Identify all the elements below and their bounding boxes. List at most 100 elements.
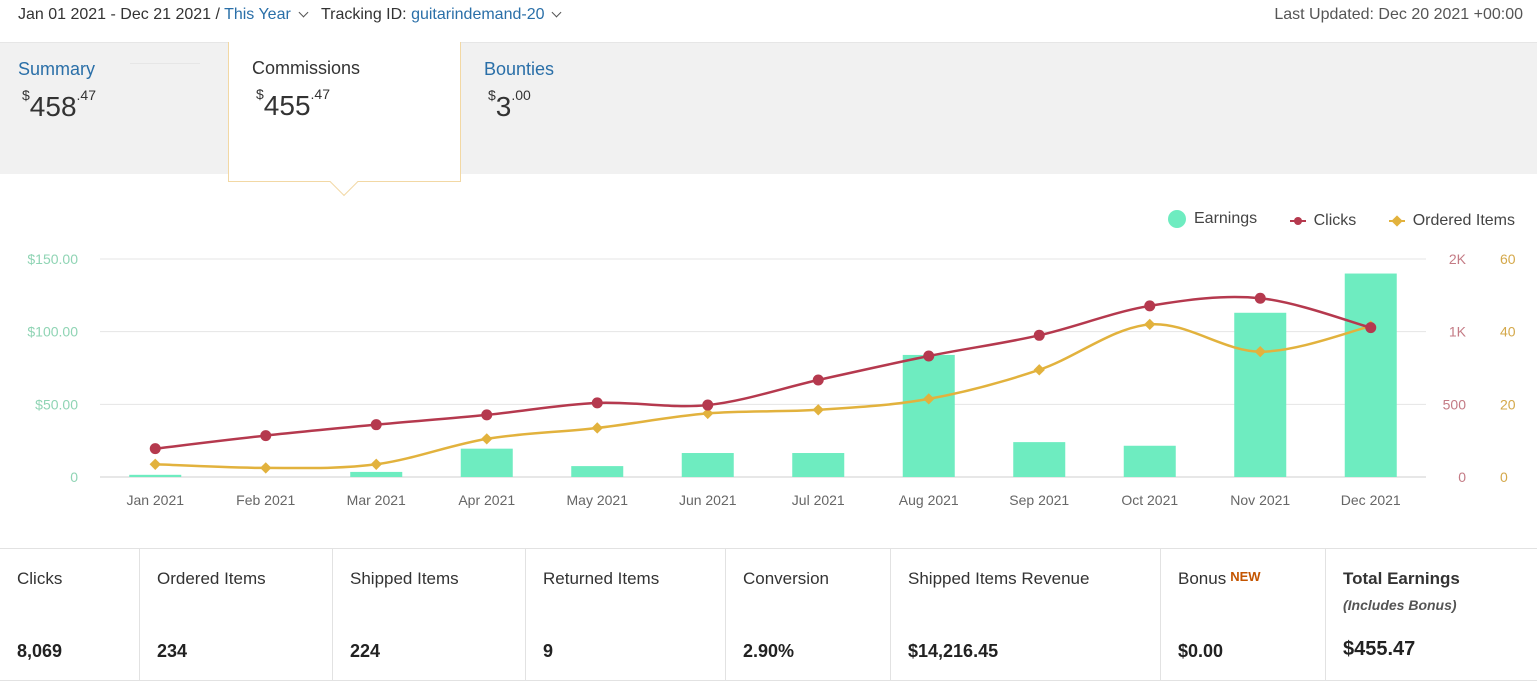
clicks-point — [260, 430, 272, 442]
stat-revenue-label: Shipped Items Revenue — [908, 569, 1089, 589]
stat-label-text: Clicks — [17, 569, 63, 588]
stat-shipped-value: 224 — [350, 641, 381, 661]
stat-conversion-value: 2.90% — [743, 641, 795, 661]
chevron-down-icon[interactable] — [552, 7, 562, 18]
currency-symbol: $ — [22, 87, 30, 103]
x-axis-tick-label: Mar 2021 — [347, 492, 406, 508]
x-axis-tick-label: Jun 2021 — [679, 492, 737, 508]
x-axis-tick-label: Feb 2021 — [236, 492, 295, 508]
earnings-bar — [902, 354, 955, 477]
ordered-items-point — [591, 422, 603, 434]
stat-ordered-value: 234 — [157, 641, 188, 661]
earnings-bar — [571, 466, 624, 477]
ordered-items-line — [155, 323, 1372, 470]
stat-label-text: Total Earnings — [1343, 569, 1460, 588]
amount-cents: .47 — [310, 86, 330, 102]
tab-bounties[interactable]: Bounties $3.00 — [466, 43, 686, 175]
stat-total-sublabel: (Includes Bonus) — [1343, 597, 1457, 613]
tracking-id-selector[interactable]: guitarindemand-20 — [411, 6, 545, 23]
clicks-axis-tick-label: 2K — [1449, 251, 1467, 267]
clicks-point — [1144, 300, 1156, 312]
stats-row: Clicks 8,069 Ordered Items 234 Shipped Items… — [0, 548, 1537, 681]
tab-commissions-label[interactable]: Commissions — [252, 58, 361, 78]
earnings-bar — [1344, 273, 1397, 477]
stat-label-text: Bonus — [1178, 569, 1227, 588]
stat-bonus-label: Bonus NEW — [1178, 569, 1261, 589]
stat-label-text: Ordered Items — [157, 569, 266, 588]
legend-ordered-swatch — [1388, 214, 1405, 228]
stat-label-text: Conversion — [743, 569, 829, 588]
legend-earnings[interactable]: Earnings — [1168, 210, 1257, 228]
stat-label-text: Shipped Items Revenue — [908, 569, 1090, 588]
new-badge: NEW — [1230, 569, 1261, 584]
clicks-axis-tick-label: 0 — [1458, 469, 1466, 485]
amount-whole: 3 — [495, 91, 512, 122]
amount-whole: 458 — [29, 91, 77, 122]
stat-shipped: Shipped Items 224 — [333, 549, 526, 680]
ordered-axis-tick-label: 0 — [1500, 469, 1508, 485]
stat-ordered: Ordered Items 234 — [140, 549, 333, 680]
stat-revenue: Shipped Items Revenue $14,216.45 — [891, 549, 1161, 680]
earnings-bar — [792, 453, 845, 477]
legend-ordered-items[interactable]: Ordered Items — [1388, 212, 1515, 230]
stat-total-value: $455.47 — [1343, 638, 1416, 660]
clicks-point — [1365, 322, 1377, 334]
earnings-bar — [681, 453, 734, 477]
amount-whole: 455 — [263, 90, 311, 121]
stat-bonus: Bonus NEW $0.00 — [1161, 549, 1326, 680]
earnings-bar — [1013, 442, 1066, 477]
clicks-point — [702, 399, 714, 411]
currency-symbol: $ — [488, 87, 496, 103]
stat-total-label: Total Earnings — [1343, 569, 1460, 589]
tab-commissions[interactable]: Commissions $455.47 — [228, 42, 461, 197]
clicks-point — [149, 443, 161, 455]
stat-ordered-label: Ordered Items — [157, 569, 266, 589]
legend-clicks[interactable]: Clicks — [1289, 212, 1357, 230]
summary-amount: $458.47 — [22, 87, 96, 123]
ordered-items-point — [481, 433, 493, 445]
stat-conversion-label: Conversion — [743, 569, 829, 589]
filter-bar: Jan 01 2021 - Dec 21 2021 / This Year Tr… — [18, 6, 570, 24]
ordered-items-point — [260, 462, 272, 474]
stat-revenue-value: $14,216.45 — [908, 641, 999, 661]
clicks-point — [591, 397, 603, 409]
tracking-id-label: Tracking ID: — [320, 6, 407, 23]
ordered-items-point — [812, 404, 824, 416]
chevron-down-icon[interactable] — [298, 7, 309, 18]
left-axis-tick-label: $150.00 — [27, 251, 78, 267]
clicks-point — [923, 350, 935, 362]
tab-summary-label[interactable]: Summary — [18, 59, 96, 79]
period-selector[interactable]: This Year — [224, 6, 291, 23]
x-axis-tick-label: Nov 2021 — [1230, 492, 1290, 508]
tab-divider — [130, 63, 200, 64]
clicks-point — [1254, 292, 1266, 304]
stat-label-text: Returned Items — [543, 569, 660, 588]
stat-clicks: Clicks 8,069 — [0, 549, 140, 680]
stat-returned-label: Returned Items — [543, 569, 659, 589]
amount-cents: .00 — [511, 87, 531, 103]
legend-earnings-swatch — [1168, 210, 1186, 228]
stat-conversion: Conversion 2.90% — [726, 549, 891, 680]
x-axis-tick-label: Oct 2021 — [1121, 492, 1178, 508]
earnings-bar — [460, 448, 513, 477]
stat-bonus-value: $0.00 — [1178, 641, 1224, 661]
left-axis-tick-label: $50.00 — [35, 396, 78, 412]
tab-bounties-label[interactable]: Bounties — [484, 59, 555, 79]
earnings-bar — [1234, 312, 1287, 477]
stat-clicks-label: Clicks — [17, 569, 62, 589]
legend-ordered-label: Ordered Items — [1412, 212, 1515, 229]
earnings-bar — [350, 471, 403, 477]
amount-cents: .47 — [76, 87, 96, 103]
clicks-point — [1033, 329, 1045, 341]
clicks-line — [155, 295, 1372, 450]
clicks-point — [481, 409, 493, 421]
legend-clicks-label: Clicks — [1313, 212, 1357, 229]
ordered-items-point — [702, 407, 714, 420]
bounties-amount: $3.00 — [488, 87, 531, 123]
x-axis-tick-label: Apr 2021 — [458, 492, 515, 508]
ordered-axis-tick-label: 20 — [1500, 396, 1516, 412]
x-axis-tick-label: Jan 2021 — [126, 492, 184, 508]
tab-summary[interactable]: Summary $458.47 — [0, 43, 228, 175]
earnings-chart: 0 $50.00 $100.00 $150.00 0 500 1K 2K 0 20 40 60 Jan … — [27, 251, 1516, 508]
ordered-items-point — [1144, 318, 1156, 331]
